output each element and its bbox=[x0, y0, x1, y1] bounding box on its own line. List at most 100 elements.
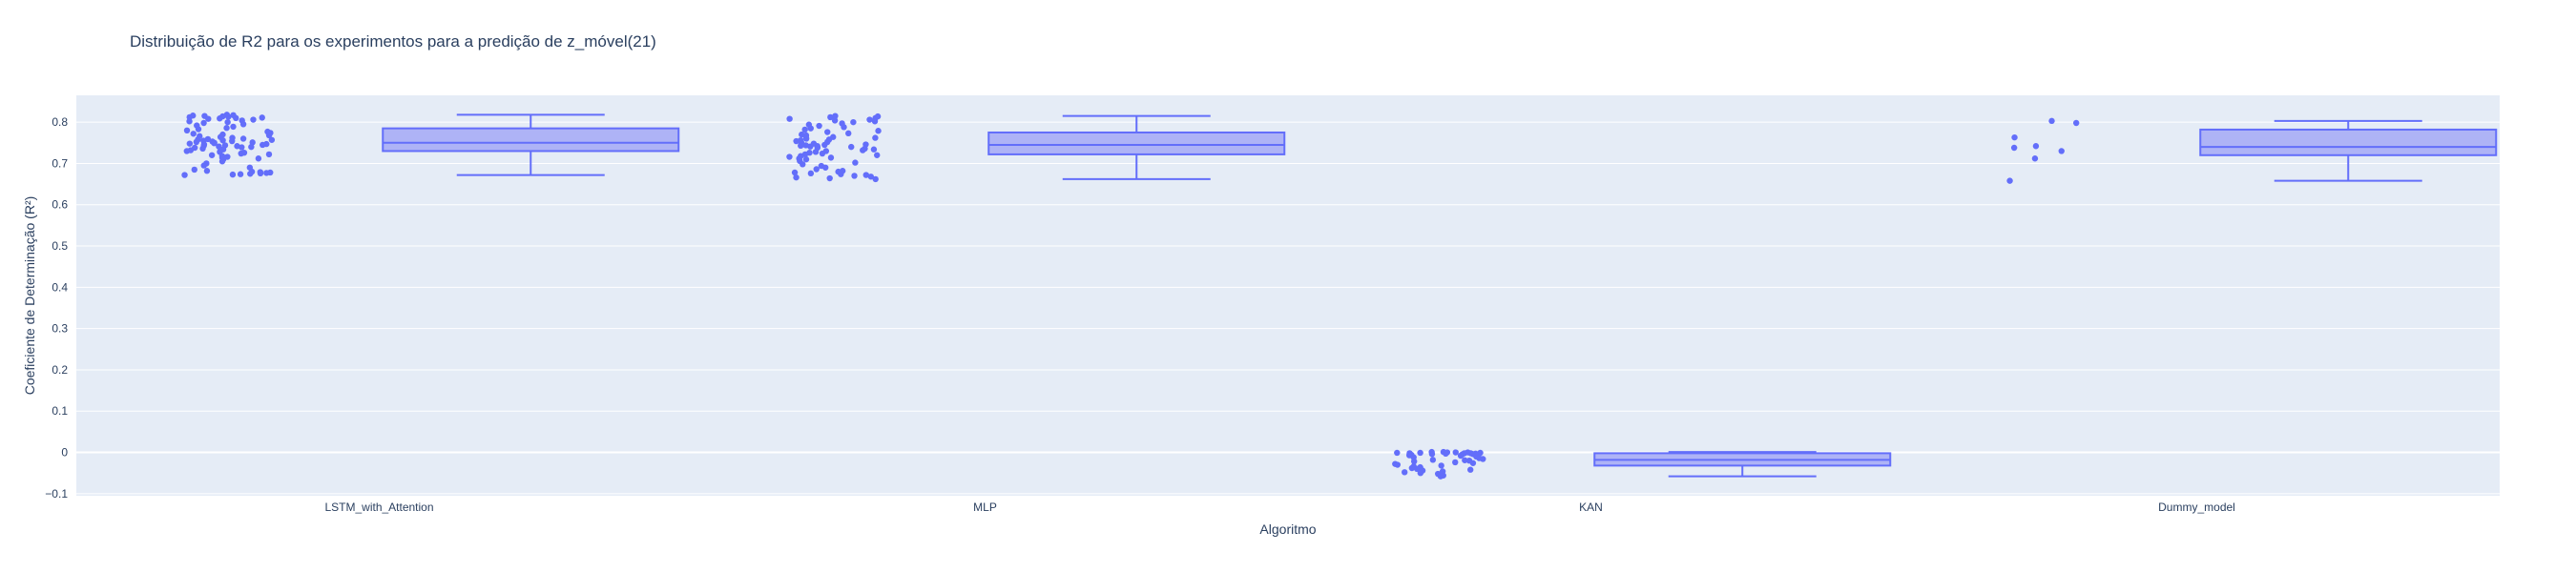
data-point bbox=[1480, 456, 1486, 462]
data-point bbox=[821, 141, 828, 149]
y-tick-label: 0.5 bbox=[52, 239, 68, 253]
data-point bbox=[223, 125, 230, 132]
data-point bbox=[183, 127, 191, 134]
data-point bbox=[798, 142, 804, 150]
data-point bbox=[193, 138, 200, 146]
data-point bbox=[255, 155, 262, 162]
data-point bbox=[239, 144, 245, 151]
data-point bbox=[791, 169, 799, 176]
data-point bbox=[265, 132, 273, 139]
y-tick-label: 0.4 bbox=[52, 280, 68, 294]
data-point bbox=[874, 152, 881, 158]
data-point bbox=[248, 143, 255, 151]
data-point bbox=[832, 112, 839, 119]
data-point bbox=[1410, 458, 1418, 465]
data-point bbox=[807, 170, 815, 177]
data-point bbox=[872, 175, 879, 183]
x-tick-label: KAN bbox=[1579, 500, 1603, 514]
data-point bbox=[190, 131, 197, 137]
data-point bbox=[802, 155, 810, 163]
data-point bbox=[218, 158, 226, 165]
iqr-box bbox=[382, 127, 680, 153]
data-point bbox=[2011, 133, 2018, 141]
y-tick-label: 0.1 bbox=[52, 404, 68, 418]
data-point bbox=[205, 115, 212, 122]
data-point bbox=[2072, 119, 2080, 127]
data-point bbox=[195, 126, 202, 133]
data-point bbox=[259, 114, 265, 121]
y-tick-label: 0 bbox=[61, 446, 68, 460]
y-tick-label: 0.2 bbox=[52, 363, 68, 377]
data-point bbox=[821, 164, 829, 171]
y-axis-ticks: −0.1 0 0.1 0.2 0.3 0.4 0.5 0.6 0.7 0.8 bbox=[45, 115, 68, 500]
data-point bbox=[1469, 460, 1477, 466]
data-point bbox=[183, 148, 190, 154]
data-point bbox=[225, 113, 232, 120]
data-point bbox=[824, 129, 831, 135]
data-point bbox=[1477, 449, 1484, 457]
data-point bbox=[875, 128, 882, 134]
data-point bbox=[191, 166, 197, 174]
iqr-box bbox=[2199, 128, 2498, 156]
data-point bbox=[199, 145, 206, 153]
data-point bbox=[860, 147, 866, 153]
data-point bbox=[793, 137, 800, 145]
data-point bbox=[2032, 143, 2040, 150]
data-point bbox=[239, 121, 247, 128]
data-point bbox=[816, 122, 822, 130]
data-point bbox=[1438, 462, 1444, 469]
data-point bbox=[181, 172, 188, 178]
data-point bbox=[186, 140, 194, 147]
chart-title: Distribuição de R2 para os experimentos … bbox=[130, 32, 656, 51]
data-point bbox=[247, 171, 254, 177]
data-point bbox=[1452, 459, 1459, 466]
plot-area bbox=[76, 95, 2500, 496]
data-point bbox=[2048, 117, 2055, 125]
y-tick-label: 0.7 bbox=[52, 156, 68, 170]
data-point bbox=[257, 170, 264, 177]
data-point bbox=[819, 150, 826, 157]
data-point bbox=[2006, 177, 2013, 184]
x-tick-label: MLP bbox=[973, 500, 997, 514]
data-point bbox=[801, 126, 808, 133]
y-tick-label: 0.3 bbox=[52, 322, 68, 336]
data-point bbox=[870, 146, 878, 153]
data-point bbox=[852, 159, 859, 166]
data-point bbox=[1457, 452, 1465, 460]
data-point bbox=[1452, 449, 1459, 456]
data-point bbox=[871, 118, 879, 125]
data-point bbox=[1394, 461, 1402, 468]
data-point bbox=[800, 161, 806, 168]
box-series bbox=[181, 112, 2498, 480]
data-point bbox=[786, 115, 793, 122]
x-axis-ticks: LSTM_with_Attention MLP KAN Dummy_model bbox=[324, 500, 2234, 514]
data-point bbox=[831, 117, 839, 124]
data-point bbox=[841, 124, 847, 131]
data-point bbox=[872, 134, 879, 141]
data-point bbox=[813, 166, 820, 173]
data-point bbox=[850, 118, 857, 126]
x-tick-label: Dummy_model bbox=[2158, 500, 2235, 514]
data-point bbox=[1413, 465, 1421, 473]
x-axis-title: Algoritmo bbox=[1259, 521, 1316, 537]
data-point bbox=[1437, 473, 1444, 480]
data-point bbox=[1417, 469, 1424, 477]
data-point bbox=[1443, 450, 1449, 458]
data-point bbox=[1429, 457, 1437, 463]
data-point bbox=[1394, 449, 1401, 457]
gridlines bbox=[76, 121, 2500, 495]
data-point bbox=[2010, 144, 2018, 152]
data-point bbox=[200, 119, 207, 127]
box-group bbox=[786, 112, 1286, 183]
y-tick-label: 0.6 bbox=[52, 198, 68, 212]
data-point bbox=[867, 174, 875, 180]
data-point bbox=[2058, 148, 2065, 154]
data-point bbox=[793, 174, 800, 181]
data-point bbox=[786, 153, 793, 160]
data-point bbox=[217, 115, 223, 122]
data-point bbox=[807, 125, 814, 132]
data-point bbox=[250, 116, 257, 123]
data-point bbox=[260, 141, 266, 149]
